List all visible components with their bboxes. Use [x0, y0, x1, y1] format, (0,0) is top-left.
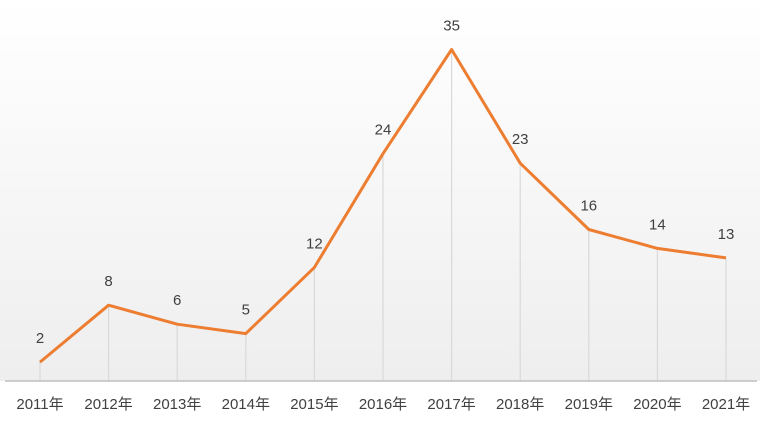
x-tick-label: 2015年 [290, 396, 338, 413]
x-tick-label: 2020年 [633, 396, 681, 413]
x-tick-label: 2014年 [222, 396, 270, 413]
data-label: 24 [375, 122, 392, 139]
plot-background [0, 0, 760, 381]
data-label: 16 [580, 197, 597, 214]
x-tick-label: 2019年 [565, 396, 613, 413]
data-label: 13 [718, 226, 735, 243]
data-label: 8 [104, 273, 112, 290]
data-label: 5 [242, 302, 250, 319]
x-tick-label: 2013年 [153, 396, 201, 413]
data-label: 6 [173, 292, 181, 309]
data-label: 2 [36, 330, 44, 347]
x-tick-label: 2021年 [702, 396, 750, 413]
x-tick-label: 2017年 [427, 396, 475, 413]
data-label: 14 [649, 216, 666, 233]
data-label: 23 [512, 131, 529, 148]
x-tick-label: 2016年 [359, 396, 407, 413]
data-label: 35 [443, 18, 460, 35]
x-tick-label: 2012年 [84, 396, 132, 413]
data-label: 12 [306, 235, 323, 252]
x-tick-label: 2011年 [16, 396, 63, 413]
x-tick-label: 2018年 [496, 396, 544, 413]
series-line [39, 48, 727, 364]
